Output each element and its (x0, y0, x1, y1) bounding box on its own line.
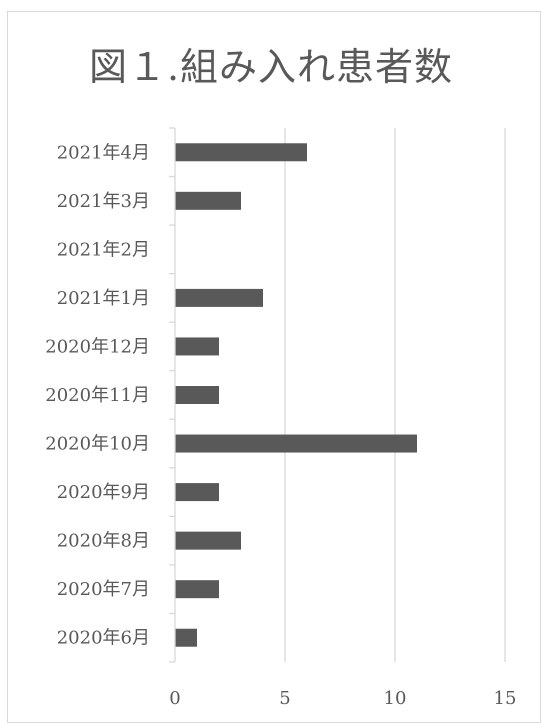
value-tick-label: 0 (169, 688, 180, 709)
bar (175, 483, 219, 502)
bar (175, 386, 219, 404)
category-label: 2021年1月 (57, 288, 150, 309)
bar (175, 434, 417, 453)
category-label: 2020年10月 (45, 434, 150, 455)
bars (175, 143, 417, 647)
category-label: 2020年6月 (57, 628, 150, 649)
bar (175, 580, 219, 599)
category-label: 2020年7月 (57, 579, 150, 600)
bar (175, 143, 307, 162)
category-label: 2020年9月 (57, 482, 150, 503)
bar (175, 191, 241, 210)
category-label: 2020年12月 (45, 336, 150, 357)
bar (175, 337, 219, 356)
category-labels: 2021年4月 2021年3月 2021年2月 2021年1月 2020年12月 2020… (45, 142, 150, 648)
chart-title: 図１.組み入れ患者数 (88, 45, 454, 89)
category-label: 2021年4月 (57, 142, 150, 163)
category-label: 2021年2月 (57, 239, 150, 260)
bar (175, 628, 197, 647)
category-label: 2020年11月 (45, 385, 150, 406)
bar (175, 288, 263, 307)
category-label: 2021年3月 (57, 191, 150, 212)
category-label: 2020年8月 (57, 531, 150, 552)
value-tick-label: 5 (279, 688, 290, 709)
category-axis (169, 127, 176, 663)
value-tick-label: 10 (384, 688, 407, 709)
gridlines (284, 128, 506, 662)
value-axis-labels: 0 5 10 15 (169, 688, 516, 709)
chart-frame (7, 11, 541, 723)
value-tick-label: 15 (494, 688, 517, 709)
bar (175, 531, 241, 550)
